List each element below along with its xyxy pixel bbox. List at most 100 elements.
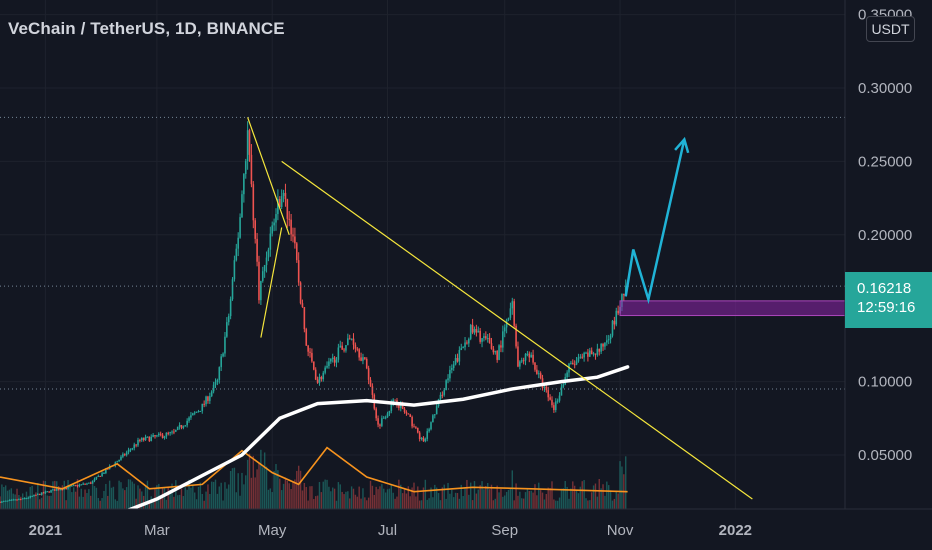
candle-body [137, 439, 139, 446]
volume-bar [71, 492, 73, 509]
candle-body [205, 396, 207, 405]
candle-body [227, 316, 230, 323]
candle-body [133, 444, 136, 449]
volume-bar [322, 481, 324, 509]
volume-bar [625, 456, 627, 509]
candle-body [150, 436, 153, 441]
candle-body [604, 342, 606, 347]
volume-bar [163, 487, 166, 509]
volume-bar [173, 496, 175, 509]
candle-body [6, 500, 9, 502]
volume-bar [539, 490, 542, 509]
volume-bar [556, 500, 559, 509]
candle-body [339, 345, 342, 348]
candle-body [422, 437, 425, 442]
candle-body [432, 415, 434, 423]
candle-body [623, 294, 625, 296]
candle-body [18, 499, 20, 501]
candle-body [398, 405, 400, 408]
candle-body [575, 361, 578, 365]
y-tick-label: 0.05000 [858, 447, 912, 464]
candle-body [226, 322, 228, 337]
volume-bar [192, 485, 194, 509]
volume-bar [228, 484, 230, 509]
volume-bar [73, 487, 75, 509]
candle-body [507, 317, 510, 320]
volume-bar [267, 489, 270, 509]
candle-body [243, 174, 245, 195]
volume-bar [307, 500, 309, 509]
candle-body [19, 499, 22, 501]
volume-bar [534, 484, 536, 509]
candle-body [600, 343, 602, 352]
volume-bar [237, 473, 239, 509]
volume-bar [498, 492, 500, 509]
volume-bar [129, 479, 132, 509]
candle-body [93, 478, 96, 481]
candle-body [72, 485, 75, 487]
volume-bar [320, 492, 323, 509]
trendline [260, 227, 283, 338]
volume-bar [432, 497, 434, 509]
volume-bar [594, 483, 597, 509]
volume-bar [282, 483, 285, 509]
volume-bar [617, 493, 619, 509]
candle-body [443, 390, 446, 395]
volume-bar [188, 479, 190, 509]
volume-bar [403, 487, 406, 509]
volume-bar [139, 488, 141, 509]
candle-body [105, 468, 107, 473]
volume-bar [583, 480, 585, 509]
volume-bar [547, 487, 549, 509]
candle-body [241, 194, 243, 218]
volume-bar [611, 500, 614, 509]
volume-bar [18, 494, 20, 509]
candle-body [167, 432, 170, 434]
volume-bar [598, 479, 600, 509]
volume-bar [564, 480, 566, 509]
candle-body [235, 248, 238, 261]
candle-body [483, 336, 485, 339]
candle-body [496, 350, 498, 360]
candle-body [503, 327, 506, 332]
candle-body [320, 376, 323, 380]
candle-body [195, 411, 198, 413]
candle-body [424, 438, 427, 442]
volume-bar [485, 485, 487, 509]
volume-bar [54, 480, 56, 509]
candle-body [171, 431, 173, 433]
candle-body [299, 282, 302, 304]
volume-bar [434, 484, 436, 509]
candle-body [360, 357, 362, 361]
volume-bar [27, 495, 30, 509]
volume-bar [25, 491, 28, 509]
volume-bar [318, 482, 321, 509]
candle-body [418, 432, 421, 439]
candle-body [579, 356, 582, 358]
candle-body [354, 344, 357, 349]
volume-bar [462, 496, 464, 509]
x-tick-label: 2022 [719, 522, 752, 539]
volume-bar [538, 482, 540, 509]
candle-body [562, 384, 565, 387]
volume-bar [619, 461, 621, 509]
candle-body [347, 338, 349, 346]
candle-body [55, 489, 58, 491]
volume-bar [341, 491, 343, 509]
currency-unit-button[interactable]: USDT [866, 16, 915, 42]
candle-body [543, 386, 546, 388]
candle-body [485, 336, 487, 339]
volume-bar [572, 481, 574, 509]
candle-body [488, 338, 491, 344]
candle-body [539, 373, 542, 379]
volume-bar [558, 497, 561, 509]
candle-body [505, 319, 508, 328]
candle-body [475, 329, 478, 333]
candle-body [286, 199, 289, 219]
volume-bar [615, 490, 617, 509]
volume-bar [575, 490, 578, 509]
volume-bar [573, 485, 576, 509]
volume-bar [197, 486, 200, 509]
candle-body [598, 348, 601, 352]
